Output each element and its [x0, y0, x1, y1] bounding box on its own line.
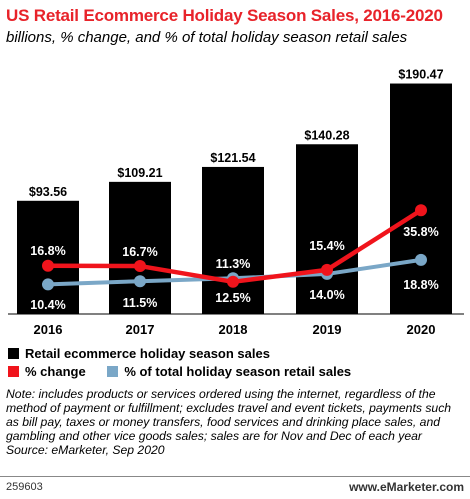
legend-swatch-change [8, 366, 19, 377]
legend-row-1: Retail ecommerce holiday season sales [8, 346, 270, 361]
bar-2018 [202, 166, 264, 314]
change-point-2020 [415, 204, 427, 217]
change-label-2017: 16.7% [122, 245, 157, 259]
share-point-2017 [134, 275, 146, 288]
change-point-2019 [321, 263, 333, 276]
legend-label-change: % change [25, 364, 86, 379]
chart-plot: $93.56 $109.21 $121.54 $140.28 $190.47 2016 20… [8, 68, 464, 337]
x-tick-label-2018: 2018 [219, 322, 248, 337]
change-point-2016 [42, 259, 54, 272]
brand-logo: www.eMarketer.com [349, 480, 464, 494]
bar-2016 [17, 200, 79, 314]
legend-swatch-bars [8, 348, 19, 359]
source-text: Source: eMarketer, Sep 2020 [6, 443, 165, 457]
note-text: Note: includes products or services orde… [6, 387, 452, 443]
legend-row-2: % change % of total holiday season retai… [8, 364, 351, 379]
x-tick-label-2017: 2017 [126, 322, 155, 337]
bar-label-2019: $140.28 [304, 128, 349, 142]
legend-swatch-share [107, 366, 119, 377]
change-point-2018 [227, 275, 239, 288]
bar-label-2017: $109.21 [117, 166, 162, 180]
share-label-2017: 11.5% [123, 296, 158, 310]
x-tick-label-2019: 2019 [313, 322, 342, 337]
chart-subtitle: billions, % change, and % of total holid… [6, 29, 408, 46]
change-label-2018: 11.3% [216, 257, 251, 271]
share-label-2020: 18.8% [403, 278, 438, 292]
change-label-2016: 16.8% [30, 244, 65, 258]
change-label-2019: 15.4% [309, 239, 344, 253]
share-point-2020 [415, 253, 427, 266]
bar-2019 [296, 144, 358, 314]
footer-divider [0, 476, 470, 477]
share-label-2019: 14.0% [309, 288, 344, 302]
bar-2017 [109, 181, 171, 314]
change-label-2020: 35.8% [403, 225, 438, 239]
legend-label-share: % of total holiday season retail sales [124, 364, 352, 379]
x-tick-label-2020: 2020 [407, 322, 436, 337]
legend-label-bars: Retail ecommerce holiday season sales [25, 346, 270, 361]
bar-label-2016: $93.56 [29, 185, 67, 199]
change-point-2017 [134, 260, 146, 273]
chart-title: US Retail Ecommerce Holiday Season Sales… [6, 6, 443, 25]
bar-label-2018: $121.54 [210, 151, 255, 165]
share-label-2016: 10.4% [30, 298, 65, 312]
chart-id: 259603 [6, 481, 43, 493]
bar-2020 [390, 83, 452, 314]
bar-label-2020: $190.47 [398, 68, 443, 82]
x-tick-label-2016: 2016 [34, 322, 63, 337]
share-point-2016 [42, 278, 54, 291]
share-label-2018: 12.5% [215, 291, 250, 305]
chart-note: Note: includes products or services orde… [6, 387, 466, 457]
